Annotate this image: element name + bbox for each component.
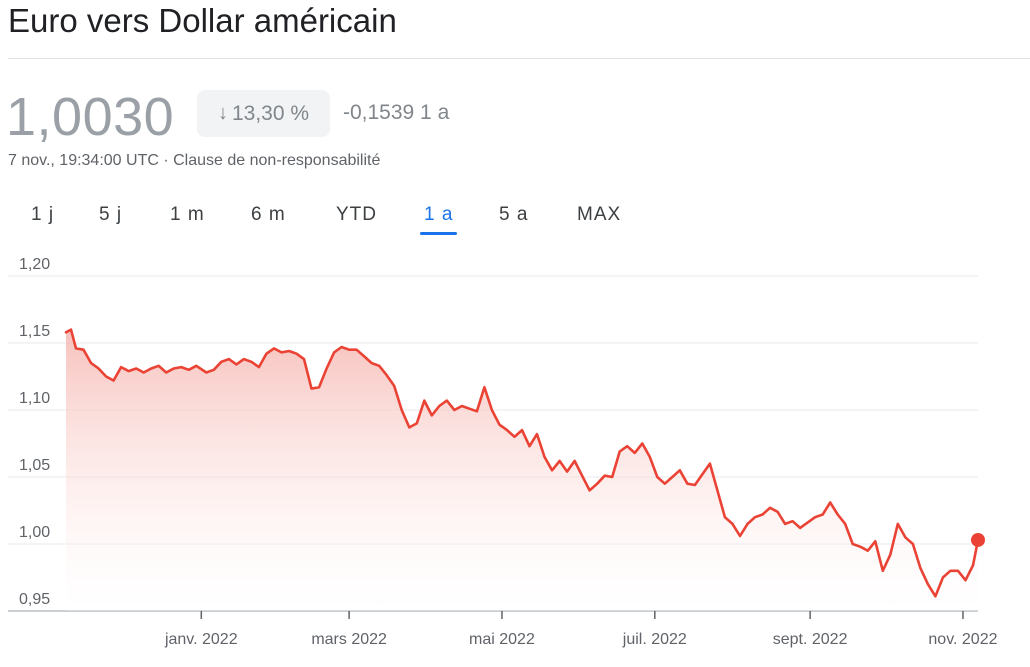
price-line <box>64 328 980 598</box>
disclaimer-link[interactable]: Clause de non-responsabilité <box>173 152 381 169</box>
tab-max[interactable]: MAX <box>577 204 622 225</box>
timestamp-text: 7 nov., 19:34:00 UTC · <box>8 152 174 169</box>
y-tick-label: 0,95 <box>19 591 50 608</box>
y-tick-label: 1,15 <box>19 323 50 340</box>
quote-timestamp: 7 nov., 19:34:00 UTC · Clause de non-res… <box>8 152 380 170</box>
tab-1-day[interactable]: 1 j <box>31 204 55 225</box>
time-range-tabs: 1 j 5 j 1 m 6 m YTD 1 a 5 a MAX <box>0 196 700 236</box>
header-divider <box>8 58 1030 59</box>
tab-1-year[interactable]: 1 a <box>419 204 458 235</box>
change-percent-badge: ↓ 13,30 % <box>197 90 330 137</box>
y-tick-label: 1,10 <box>19 390 50 407</box>
y-axis: 0,95 1,00 1,05 1,10 1,15 1,20 <box>19 256 50 608</box>
arrow-down-icon: ↓ <box>217 102 228 124</box>
x-tick-label: juil. 2022 <box>622 631 687 648</box>
tab-5-days[interactable]: 5 j <box>99 204 123 225</box>
tab-6-months[interactable]: 6 m <box>251 204 286 225</box>
change-absolute: -0,1539 1 a <box>343 101 450 124</box>
x-tick-label: sept. 2022 <box>773 631 848 648</box>
tab-ytd[interactable]: YTD <box>336 204 377 225</box>
tab-1-month[interactable]: 1 m <box>170 204 205 225</box>
y-tick-label: 1,05 <box>19 457 50 474</box>
y-tick-label: 1,00 <box>19 524 50 541</box>
x-axis: janv. 2022 mars 2022 mai 2022 juil. 2022 sep… <box>164 611 998 648</box>
x-tick-label: janv. 2022 <box>164 631 238 648</box>
tab-5-years[interactable]: 5 a <box>499 204 529 225</box>
y-tick-label: 1,20 <box>19 256 50 273</box>
exchange-rate-chart[interactable]: 0,95 1,00 1,05 1,10 1,15 1,20 janv. 2022 mars … <box>0 250 1030 667</box>
x-tick-label: nov. 2022 <box>928 631 997 648</box>
current-price: 1,0030 <box>6 87 175 147</box>
page-title: Euro vers Dollar américain <box>8 2 397 39</box>
area-fill <box>66 329 978 611</box>
x-tick-label: mars 2022 <box>311 631 387 648</box>
x-tick-label: mai 2022 <box>469 631 535 648</box>
change-percent-value: 13,30 % <box>231 101 310 125</box>
current-value-marker <box>971 532 985 547</box>
